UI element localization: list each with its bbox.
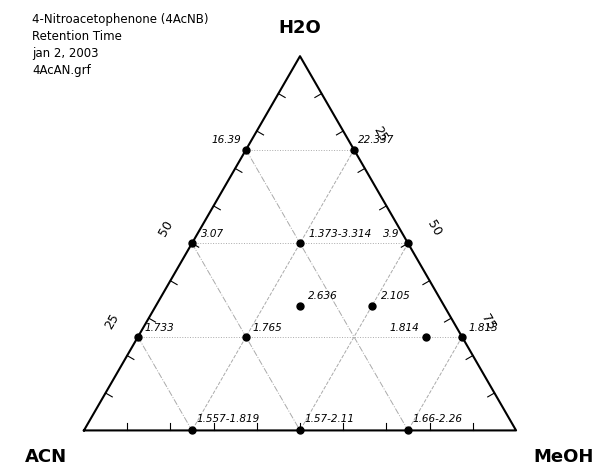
Text: ACN: ACN bbox=[25, 448, 67, 465]
Text: 1.765: 1.765 bbox=[253, 323, 282, 332]
Text: 22.337: 22.337 bbox=[358, 135, 395, 146]
Text: 2.636: 2.636 bbox=[308, 292, 338, 301]
Text: 1.814: 1.814 bbox=[390, 323, 420, 332]
Text: 50: 50 bbox=[156, 218, 175, 239]
Text: 3.07: 3.07 bbox=[200, 229, 224, 239]
Text: 50: 50 bbox=[425, 218, 444, 239]
Text: 75: 75 bbox=[479, 312, 498, 332]
Text: 2.105: 2.105 bbox=[380, 292, 410, 301]
Text: 16.39: 16.39 bbox=[212, 135, 242, 146]
Text: 1.557-1.819: 1.557-1.819 bbox=[196, 414, 260, 424]
Text: 1.66-2.26: 1.66-2.26 bbox=[412, 414, 463, 424]
Text: 25: 25 bbox=[102, 312, 121, 332]
Text: 1.813: 1.813 bbox=[469, 323, 498, 332]
Text: 25: 25 bbox=[371, 125, 390, 145]
Text: 1.733: 1.733 bbox=[145, 323, 174, 332]
Text: 1.373-3.314: 1.373-3.314 bbox=[308, 229, 372, 239]
Text: 1.57-2.11: 1.57-2.11 bbox=[304, 414, 355, 424]
Text: MeOH: MeOH bbox=[533, 448, 594, 465]
Text: 3.9: 3.9 bbox=[383, 229, 400, 239]
Text: 4-Nitroacetophenone (4AcNB)
Retention Time
jan 2, 2003
4AcAN.grf: 4-Nitroacetophenone (4AcNB) Retention Ti… bbox=[32, 13, 209, 77]
Text: H2O: H2O bbox=[278, 19, 322, 37]
